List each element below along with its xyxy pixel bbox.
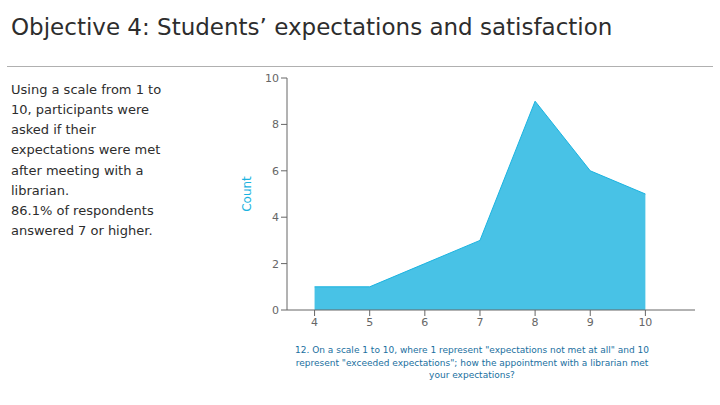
svg-text:10: 10 xyxy=(638,316,652,329)
svg-text:Count: Count xyxy=(240,176,254,212)
html-text:librarian.: librarian. xyxy=(11,182,70,198)
html-text:after meeting with a: after meeting with a xyxy=(11,162,144,178)
svg-text:0: 0 xyxy=(272,304,279,317)
html-text:10, participants were: 10, participants were xyxy=(11,102,149,118)
svg-text:10: 10 xyxy=(265,72,279,85)
svg-text:4: 4 xyxy=(272,211,279,224)
svg-text:8: 8 xyxy=(272,118,279,131)
svg-text:5: 5 xyxy=(366,316,373,329)
html-text:your expectations?: your expectations? xyxy=(429,370,515,381)
html-text:answered 7 or higher.: answered 7 or higher. xyxy=(11,223,153,238)
html-text:asked if their: asked if their xyxy=(11,122,96,138)
svg-text:6: 6 xyxy=(272,165,279,178)
html-text:Using a scale from 1 to: Using a scale from 1 to xyxy=(11,82,162,97)
svg-text:2: 2 xyxy=(272,258,279,271)
svg-text:9: 9 xyxy=(587,316,594,329)
svg-text:8: 8 xyxy=(532,316,539,329)
svg-text:6: 6 xyxy=(421,316,428,329)
html-text:86.1% of respondents: 86.1% of respondents xyxy=(11,202,154,218)
html-text:represent "exceeded expectatio: represent "exceeded expectations"; how t… xyxy=(295,357,649,368)
svg-text:7: 7 xyxy=(476,316,483,329)
html-text:Objective 4: Students’ expecta: Objective 4: Students’ expectations and … xyxy=(11,14,613,40)
svg-text:4: 4 xyxy=(311,316,318,329)
html-text:12. On a scale 1 to 10, where: 12. On a scale 1 to 10, where 1 represen… xyxy=(295,345,649,355)
html-text:expectations were met: expectations were met xyxy=(11,142,161,158)
